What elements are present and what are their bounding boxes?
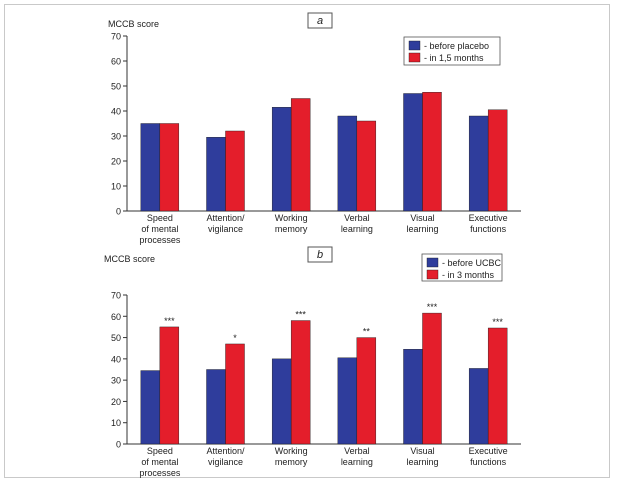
bar-before [337,357,358,445]
category-label: Verbal learning [341,213,373,234]
bar-after [422,92,442,212]
bar-before [140,123,161,212]
bar-before [337,115,358,212]
bar-after [159,123,180,212]
category-label: Attention/vigilance [206,213,245,234]
legend-swatch-before [408,40,421,51]
bar-before [468,115,489,212]
category-label: Visual learning [406,446,438,467]
chart-panel-a: a MCCB score 0 10 20 30 40 50 60 70 Speed of mental… [108,12,521,245]
bar-before [206,369,226,445]
legend-label: - in 3 months [442,270,495,280]
category-label: Visual learning [406,213,438,234]
y-tick-label: 70 [111,291,121,301]
legend-swatch-after [408,52,421,63]
y-tick-label: 70 [111,32,121,42]
bar-before [140,370,161,445]
y-tick-label: 10 [111,182,121,192]
bar-after [487,327,508,445]
bar-before [271,107,292,212]
category-label: Speed of mental processes [139,446,181,478]
significance-marker: *** [427,302,438,312]
category-label: Working memory [275,446,308,467]
y-axis-title: MCCB score [104,254,155,264]
bar-after [225,343,245,445]
category-label: Verbal learning [341,446,373,467]
significance-marker: ** [363,327,371,337]
figure-frame [4,4,610,478]
panel-label: a [317,15,323,27]
legend-label: - before UCBC [442,258,502,268]
bar-after [290,98,311,212]
y-tick-label: 30 [111,132,121,142]
y-tick-label: 60 [111,312,121,322]
bar-before [468,368,489,445]
bar-before [271,358,292,445]
bar-after [422,312,442,445]
bar-after [159,326,180,445]
panel-label-box [307,246,333,263]
y-tick-label: 30 [111,376,121,386]
bar-before [403,349,423,445]
legend-swatch-after [426,269,439,280]
significance-marker: *** [492,317,503,327]
y-tick-label: 20 [111,157,121,167]
bar-after [356,120,377,212]
panel-label-box [307,12,333,29]
y-tick-label: 0 [116,440,121,450]
legend-swatch-before [426,257,439,268]
bar-before [206,137,226,212]
significance-marker: * [233,333,237,343]
y-tick-label: 50 [111,333,121,343]
y-axis-title: MCCB score [108,19,159,29]
category-label: Executive functions [469,446,508,467]
significance-marker: *** [295,310,306,320]
category-label: Speed of mental processes [139,213,181,245]
legend-label: - before placebo [424,41,489,51]
panel-label: b [317,249,323,261]
category-label: Executive functions [469,213,508,234]
bar-after [290,320,311,445]
y-tick-label: 50 [111,82,121,92]
y-tick-label: 20 [111,397,121,407]
bar-before [403,93,423,212]
y-tick-label: 40 [111,107,121,117]
y-tick-label: 40 [111,354,121,364]
bar-after [487,109,508,212]
y-tick-label: 0 [116,207,121,217]
bar-after [356,337,377,445]
category-label: Attention/vigilance [206,446,245,467]
significance-marker: *** [164,316,175,326]
legend-label: - in 1,5 months [424,53,484,63]
bar-after [225,130,245,212]
y-tick-label: 60 [111,57,121,67]
category-label: Working memory [275,213,308,234]
y-tick-label: 10 [111,418,121,428]
